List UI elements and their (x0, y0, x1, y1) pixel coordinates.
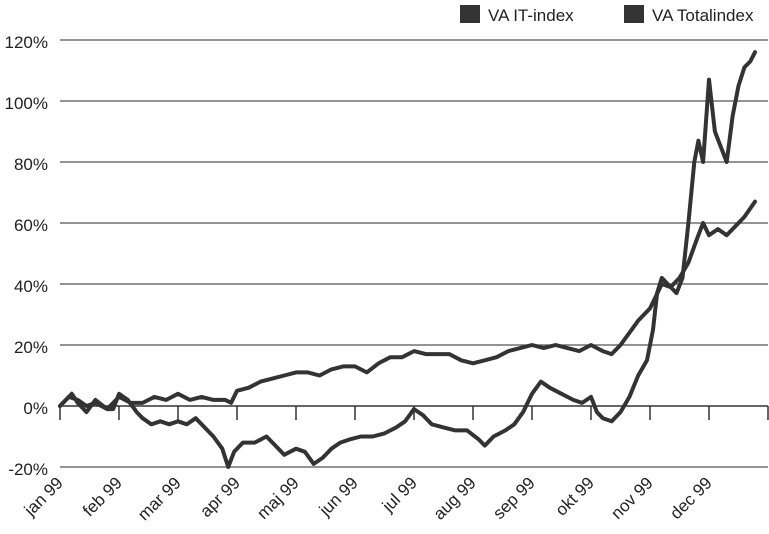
x-tick-label: okt 99 (552, 473, 598, 519)
x-tick-label: apr 99 (196, 473, 244, 521)
series-group (58, 50, 757, 469)
y-tick-label: 20% (14, 338, 48, 357)
x-axis-labels: jan 99 feb 99 mar 99 apr 99 maj 99 jun 99 jul … (20, 473, 716, 524)
legend: VA IT-index VA Totalindex (460, 5, 754, 25)
x-tick-label: jan 99 (20, 473, 67, 520)
legend-swatch-it-index (460, 5, 480, 23)
y-axis-labels: 120% 100% 80% 60% 40% 20% 0% -20% (5, 33, 48, 479)
legend-label-it-index: VA IT-index (488, 6, 574, 25)
x-tick-label: jul 99 (378, 473, 421, 516)
y-tick-label: 80% (14, 155, 48, 174)
x-tick-label: maj 99 (253, 473, 303, 523)
x-tick-label: aug 99 (430, 473, 480, 523)
y-tick-label: 60% (14, 216, 48, 235)
y-tick-label: 100% (5, 94, 48, 113)
x-tick-label: mar 99 (134, 473, 185, 524)
series-line-totalindex (58, 199, 757, 412)
x-axis (59, 405, 769, 420)
x-tick-label: dec 99 (666, 473, 716, 523)
series-line-it-index (58, 50, 757, 469)
x-tick-label: sep 99 (489, 473, 539, 523)
legend-label-totalindex: VA Totalindex (652, 6, 754, 25)
y-tick-label: 0% (23, 399, 48, 418)
y-tick-label: 120% (5, 33, 48, 52)
x-tick-label: jun 99 (315, 473, 362, 520)
y-tick-label: 40% (14, 277, 48, 296)
y-tick-label: -20% (8, 460, 48, 479)
x-tick-label: feb 99 (79, 473, 126, 520)
legend-swatch-totalindex (624, 5, 644, 23)
x-tick-label: nov 99 (607, 473, 657, 523)
grid (60, 39, 768, 468)
